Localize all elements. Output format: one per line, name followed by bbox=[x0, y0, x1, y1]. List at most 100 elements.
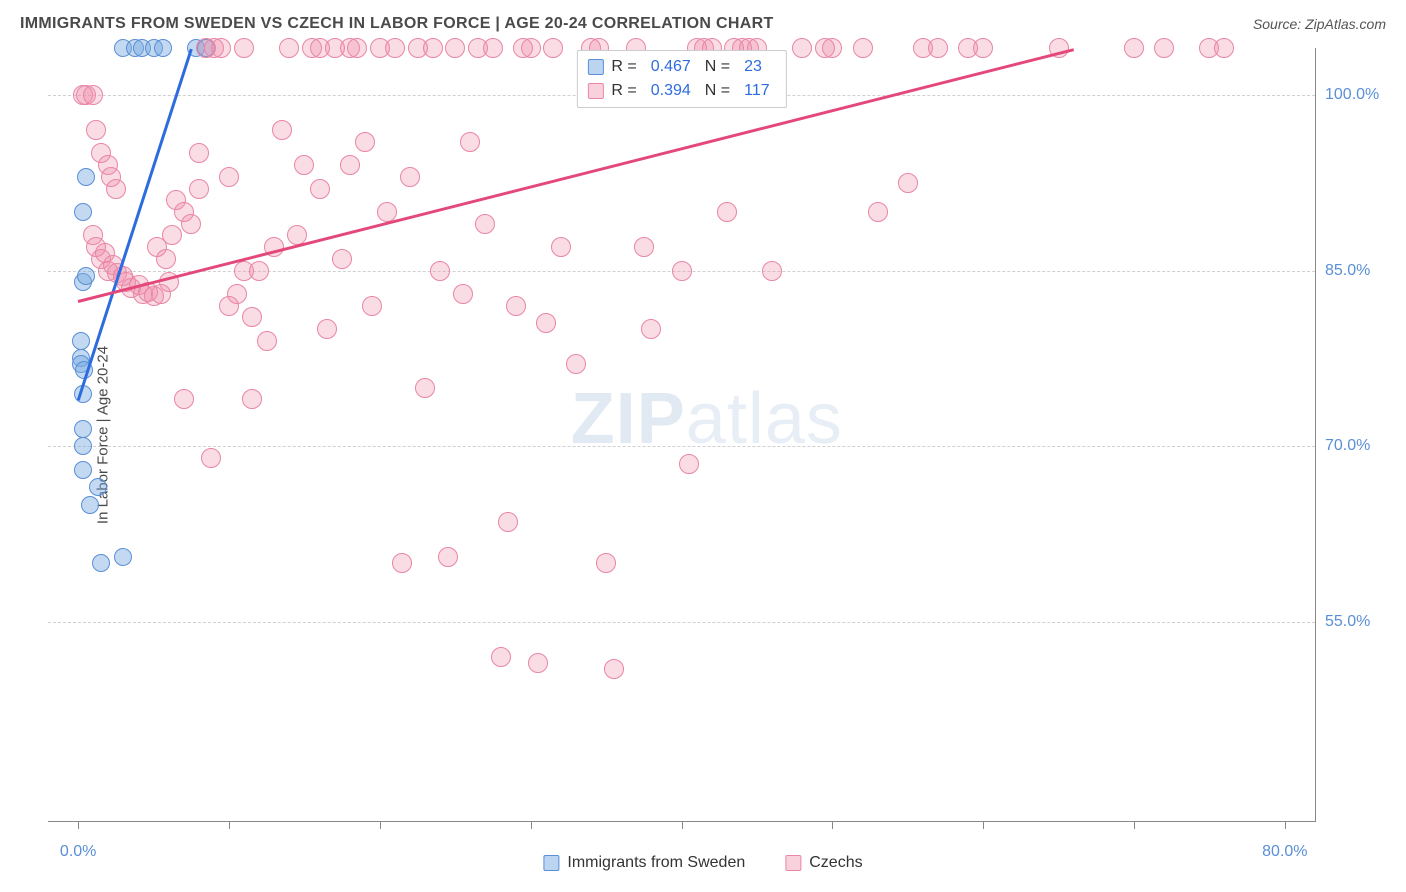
data-point bbox=[189, 143, 209, 163]
data-point bbox=[536, 313, 556, 333]
data-point bbox=[672, 261, 692, 281]
data-point bbox=[491, 647, 511, 667]
data-point bbox=[641, 319, 661, 339]
legend-item-sweden: Immigrants from Sweden bbox=[543, 854, 745, 872]
data-point bbox=[77, 267, 95, 285]
r-label: R = bbox=[611, 79, 636, 103]
data-point bbox=[83, 85, 103, 105]
data-point bbox=[445, 38, 465, 58]
data-point bbox=[234, 38, 254, 58]
data-point bbox=[332, 249, 352, 269]
correlation-legend: R = 0.467 N = 23 R = 0.394 N = 117 bbox=[576, 50, 786, 108]
source-attribution: Source: ZipAtlas.com bbox=[1253, 16, 1386, 32]
y-tick-label: 85.0% bbox=[1325, 262, 1395, 280]
data-point bbox=[423, 38, 443, 58]
data-point bbox=[362, 296, 382, 316]
data-point bbox=[815, 38, 835, 58]
n-value: 117 bbox=[738, 79, 776, 103]
data-point bbox=[174, 389, 194, 409]
data-point bbox=[219, 167, 239, 187]
data-point bbox=[310, 179, 330, 199]
x-tick bbox=[229, 821, 230, 829]
y-tick-label: 100.0% bbox=[1325, 86, 1395, 104]
x-tick bbox=[983, 821, 984, 829]
y-tick-label: 55.0% bbox=[1325, 613, 1395, 631]
n-value: 23 bbox=[738, 55, 768, 79]
r-value: 0.394 bbox=[645, 79, 697, 103]
legend-item-czech: Czechs bbox=[785, 854, 862, 872]
x-tick bbox=[682, 821, 683, 829]
data-point bbox=[762, 261, 782, 281]
data-point bbox=[74, 461, 92, 479]
legend-label: Czechs bbox=[809, 854, 862, 872]
data-point bbox=[543, 38, 563, 58]
data-point bbox=[156, 249, 176, 269]
data-point bbox=[596, 553, 616, 573]
data-point bbox=[294, 155, 314, 175]
x-tick-label: 80.0% bbox=[1262, 843, 1307, 861]
data-point bbox=[853, 38, 873, 58]
data-point bbox=[528, 653, 548, 673]
gridline bbox=[48, 446, 1315, 447]
data-point bbox=[189, 179, 209, 199]
data-point bbox=[400, 167, 420, 187]
x-tick bbox=[1285, 821, 1286, 829]
data-point bbox=[521, 38, 541, 58]
data-point bbox=[77, 168, 95, 186]
swatch-pink-icon bbox=[587, 83, 603, 99]
data-point bbox=[201, 448, 221, 468]
data-point bbox=[438, 547, 458, 567]
data-point bbox=[257, 331, 277, 351]
y-tick-label: 70.0% bbox=[1325, 437, 1395, 455]
data-point bbox=[566, 354, 586, 374]
data-point bbox=[211, 38, 231, 58]
data-point bbox=[181, 214, 201, 234]
data-point bbox=[74, 420, 92, 438]
x-tick bbox=[1134, 821, 1135, 829]
data-point bbox=[74, 437, 92, 455]
data-point bbox=[162, 225, 182, 245]
swatch-pink-icon bbox=[785, 855, 801, 871]
data-point bbox=[898, 173, 918, 193]
x-tick-label: 0.0% bbox=[60, 843, 96, 861]
data-point bbox=[279, 38, 299, 58]
legend-row-sweden: R = 0.467 N = 23 bbox=[587, 55, 775, 79]
data-point bbox=[392, 553, 412, 573]
data-point bbox=[385, 38, 405, 58]
data-point bbox=[415, 378, 435, 398]
data-point bbox=[249, 261, 269, 281]
data-point bbox=[634, 237, 654, 257]
n-label: N = bbox=[705, 55, 730, 79]
data-point bbox=[928, 38, 948, 58]
swatch-blue-icon bbox=[587, 59, 603, 75]
legend-row-czech: R = 0.394 N = 117 bbox=[587, 79, 775, 103]
legend-label: Immigrants from Sweden bbox=[567, 854, 745, 872]
data-point bbox=[272, 120, 292, 140]
data-point bbox=[460, 132, 480, 152]
data-point bbox=[483, 38, 503, 58]
data-point bbox=[154, 39, 172, 57]
x-tick bbox=[380, 821, 381, 829]
data-point bbox=[106, 179, 126, 199]
data-point bbox=[1214, 38, 1234, 58]
data-point bbox=[551, 237, 571, 257]
data-point bbox=[973, 38, 993, 58]
x-tick bbox=[78, 821, 79, 829]
plot-surface: 55.0%70.0%85.0%100.0%0.0%80.0% bbox=[48, 48, 1315, 821]
data-point bbox=[792, 38, 812, 58]
x-tick bbox=[832, 821, 833, 829]
data-point bbox=[114, 548, 132, 566]
data-point bbox=[89, 478, 107, 496]
data-point bbox=[347, 38, 367, 58]
data-point bbox=[506, 296, 526, 316]
data-point bbox=[317, 319, 337, 339]
data-point bbox=[81, 496, 99, 514]
data-point bbox=[1154, 38, 1174, 58]
data-point bbox=[355, 132, 375, 152]
data-point bbox=[340, 155, 360, 175]
swatch-blue-icon bbox=[543, 855, 559, 871]
data-point bbox=[242, 307, 262, 327]
data-point bbox=[453, 284, 473, 304]
r-value: 0.467 bbox=[645, 55, 697, 79]
data-point bbox=[679, 454, 699, 474]
